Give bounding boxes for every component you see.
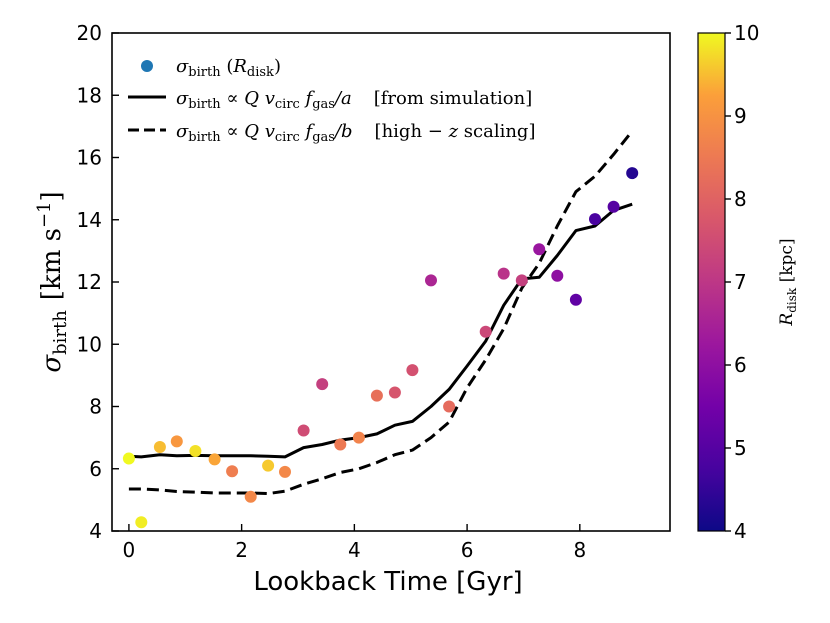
scatter-point: [551, 269, 564, 282]
y-title-close: ]: [37, 191, 67, 201]
scatter-point: [533, 243, 546, 256]
y-tick-label: 16: [77, 146, 102, 170]
scatter-point: [135, 516, 148, 529]
scatter-point: [406, 364, 419, 377]
plot-area: [112, 33, 670, 531]
legend-dashed-label: σbirth ∝ Q vcirc fgas/b [high − z scaling…: [176, 121, 535, 145]
y-axis-ticks: 4 6 8 10 12 14 16 18 20: [77, 21, 119, 543]
scatter-point: [189, 445, 202, 457]
y-tick-label: 4: [89, 519, 102, 543]
x-tick-label: 2: [235, 538, 248, 562]
scatter-point: [388, 386, 401, 399]
scatter-point: [443, 400, 456, 413]
colorbar: 4 5 6 7 8 9 10 Rdisk [kpc]: [697, 21, 799, 543]
scatter-point: [297, 424, 310, 437]
colorbar-ticks: 4 5 6 7 8 9 10: [725, 21, 759, 543]
x-tick-label: 8: [573, 538, 586, 562]
scatter-point: [352, 431, 365, 444]
scatter-point: [122, 452, 135, 465]
colorbar-title: Rdisk [kpc]: [777, 238, 799, 326]
scatter-point: [170, 435, 183, 448]
scatter-point: [497, 267, 510, 280]
series-layer: [128, 130, 634, 496]
scatter-point: [279, 465, 291, 478]
y-tick-label: 14: [77, 208, 102, 232]
x-axis-ticks: 0 2 4 6 8: [123, 524, 586, 562]
scatter-point: [262, 459, 275, 472]
y-tick-label: 18: [77, 83, 102, 107]
legend: σbirth (Rdisk) σbirth ∝ Q vcirc fgas/a [f…: [128, 56, 535, 145]
y-tick-label: 12: [77, 270, 102, 294]
scatter-point: [226, 465, 239, 478]
series-line-solid: [128, 202, 633, 459]
scatter-point: [316, 378, 329, 391]
scatter-point: [515, 274, 528, 287]
y-title-exp: −1: [34, 201, 55, 228]
scatter-points: [122, 167, 639, 529]
scatter-point: [425, 274, 437, 287]
scatter-point: [479, 325, 492, 338]
colorbar-gradient: [697, 32, 726, 532]
colorbar-tick-label: 6: [734, 353, 747, 377]
legend-scatter-label: σbirth (Rdisk): [176, 56, 281, 80]
scatter-point: [370, 389, 383, 402]
scatter-point: [626, 167, 639, 180]
scatter-point: [208, 453, 221, 466]
colorbar-tick-label: 8: [734, 187, 747, 211]
y-tick-label: 8: [89, 395, 102, 419]
colorbar-tick-label: 9: [734, 104, 747, 128]
x-tick-label: 4: [348, 538, 361, 562]
x-tick-label: 6: [461, 538, 474, 562]
y-title-symbol: σ: [37, 354, 67, 373]
y-title-sub: birth: [50, 310, 71, 355]
scatter-point: [569, 293, 582, 306]
x-axis-title: Lookback Time [Gyr]: [253, 567, 522, 597]
y-tick-label: 10: [77, 332, 102, 356]
scatter-point: [607, 200, 620, 213]
colorbar-tick-label: 5: [734, 436, 747, 460]
scatter-point: [589, 213, 601, 226]
scatter-point: [244, 490, 257, 503]
scatter-point: [153, 441, 166, 453]
legend-scatter-marker: [141, 60, 153, 72]
y-title-units: [km s: [37, 228, 67, 300]
colorbar-tick-label: 10: [734, 21, 759, 45]
legend-solid-label: σbirth ∝ Q vcirc fgas/a [from simulation]: [176, 88, 532, 112]
y-tick-label: 6: [89, 457, 102, 481]
svg-text:Rdisk [kpc]: Rdisk [kpc]: [777, 238, 799, 326]
y-axis-title: σbirth [km s−1]: [34, 191, 71, 372]
colorbar-tick-label: 7: [734, 270, 747, 294]
y-tick-label: 20: [77, 21, 102, 45]
series-line-dashed: [128, 130, 634, 496]
x-tick-label: 0: [123, 538, 136, 562]
scatter-point: [334, 438, 347, 451]
svg-text:σbirth[km s−1]: σbirth [km s−1]: [34, 191, 71, 372]
colorbar-tick-label: 4: [734, 519, 747, 543]
